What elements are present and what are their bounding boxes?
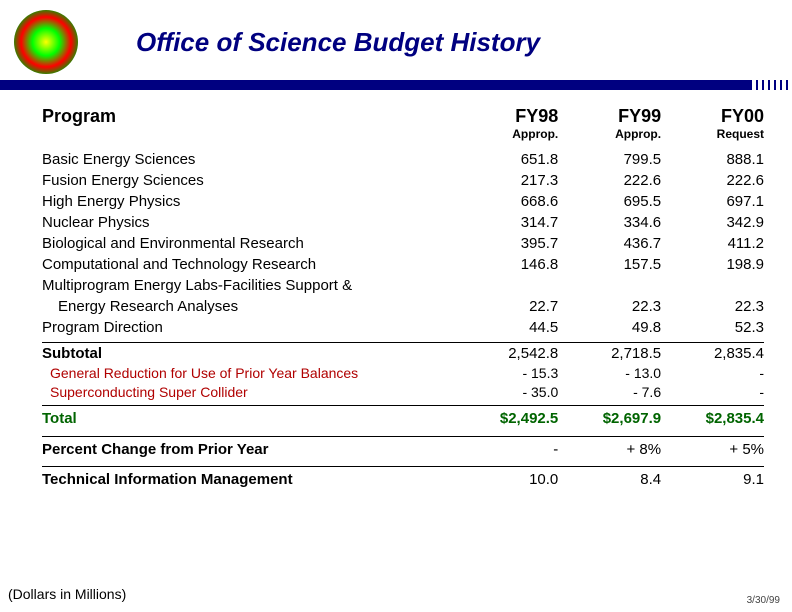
adjustment-label: General Reduction for Use of Prior Year … xyxy=(42,364,455,383)
cell-fy98: 22.7 xyxy=(455,296,558,317)
tim-fy98: 10.0 xyxy=(455,467,558,494)
cell-fy99: 695.5 xyxy=(558,191,661,212)
cell-fy00: 52.3 xyxy=(661,317,764,338)
total-fy98: $2,492.5 xyxy=(455,406,558,433)
technical-info-row: Technical Information Management 10.0 8.… xyxy=(42,467,764,494)
table-subheader-row: Approp. Approp. Request xyxy=(42,127,764,143)
col-header-program: Program xyxy=(42,106,455,127)
col-header-fy00: FY00 xyxy=(661,106,764,127)
program-label: High Energy Physics xyxy=(42,191,455,212)
header: Office of Science Budget History xyxy=(0,0,792,74)
cell-fy00: 22.3 xyxy=(661,296,764,317)
percent-fy98: - xyxy=(455,436,558,463)
cell-fy98: 668.6 xyxy=(455,191,558,212)
program-label: Computational and Technology Research xyxy=(42,254,455,275)
cell-fy98: 651.8 xyxy=(455,149,558,170)
cell-fy98 xyxy=(455,275,558,296)
cell-fy00: 222.6 xyxy=(661,170,764,191)
cell-fy99: - 7.6 xyxy=(558,383,661,402)
program-label: Multiprogram Energy Labs-Facilities Supp… xyxy=(42,275,455,296)
program-label: Energy Research Analyses xyxy=(42,296,455,317)
cell-fy99: 22.3 xyxy=(558,296,661,317)
percent-fy99: + 8% xyxy=(558,436,661,463)
subtotal-fy98: 2,542.8 xyxy=(455,342,558,364)
total-fy99: $2,697.9 xyxy=(558,406,661,433)
table-row: Biological and Environmental Research395… xyxy=(42,233,764,254)
col-header-fy99: FY99 xyxy=(558,106,661,127)
cell-fy98: 44.5 xyxy=(455,317,558,338)
cell-fy98: 314.7 xyxy=(455,212,558,233)
cell-fy98: 395.7 xyxy=(455,233,558,254)
table-row: Nuclear Physics314.7334.6342.9 xyxy=(42,212,764,233)
divider-bar xyxy=(0,80,792,90)
table-row: Multiprogram Energy Labs-Facilities Supp… xyxy=(42,275,764,296)
budget-table: Program FY98 FY99 FY00 Approp. Approp. R… xyxy=(42,106,764,493)
tim-fy99: 8.4 xyxy=(558,467,661,494)
budget-table-container: Program FY98 FY99 FY00 Approp. Approp. R… xyxy=(0,90,792,493)
divider-bar-solid xyxy=(0,80,750,90)
footer-units: (Dollars in Millions) xyxy=(8,586,126,602)
subtotal-fy00: 2,835.4 xyxy=(661,342,764,364)
cell-fy00: 198.9 xyxy=(661,254,764,275)
tim-fy00: 9.1 xyxy=(661,467,764,494)
cell-fy98: - 15.3 xyxy=(455,364,558,383)
cell-fy99 xyxy=(558,275,661,296)
cell-fy00 xyxy=(661,275,764,296)
percent-change-row: Percent Change from Prior Year - + 8% + … xyxy=(42,436,764,463)
col-header-fy98: FY98 xyxy=(455,106,558,127)
total-label: Total xyxy=(42,406,455,433)
page-title: Office of Science Budget History xyxy=(136,27,540,58)
program-label: Nuclear Physics xyxy=(42,212,455,233)
cell-fy99: 157.5 xyxy=(558,254,661,275)
table-row: Fusion Energy Sciences217.3222.6222.6 xyxy=(42,170,764,191)
table-row: Energy Research Analyses22.722.322.3 xyxy=(42,296,764,317)
cell-fy00: 697.1 xyxy=(661,191,764,212)
cell-fy00: - xyxy=(661,364,764,383)
divider-bar-ticks xyxy=(750,80,792,90)
cell-fy99: 222.6 xyxy=(558,170,661,191)
total-row: Total $2,492.5 $2,697.9 $2,835.4 xyxy=(42,406,764,433)
subtotal-fy99: 2,718.5 xyxy=(558,342,661,364)
table-row: High Energy Physics668.6695.5697.1 xyxy=(42,191,764,212)
adjustment-label: Superconducting Super Collider xyxy=(42,383,455,402)
cell-fy99: 334.6 xyxy=(558,212,661,233)
percent-label: Percent Change from Prior Year xyxy=(42,436,455,463)
cell-fy99: 799.5 xyxy=(558,149,661,170)
cell-fy99: 436.7 xyxy=(558,233,661,254)
table-row: Computational and Technology Research146… xyxy=(42,254,764,275)
footer-date: 3/30/99 xyxy=(747,595,780,606)
table-row: Basic Energy Sciences651.8799.5888.1 xyxy=(42,149,764,170)
col-sub-fy00: Request xyxy=(661,127,764,143)
cell-fy00: 411.2 xyxy=(661,233,764,254)
program-label: Basic Energy Sciences xyxy=(42,149,455,170)
cell-fy99: 49.8 xyxy=(558,317,661,338)
percent-fy00: + 5% xyxy=(661,436,764,463)
cell-fy00: 342.9 xyxy=(661,212,764,233)
cell-fy98: - 35.0 xyxy=(455,383,558,402)
cell-fy98: 146.8 xyxy=(455,254,558,275)
total-fy00: $2,835.4 xyxy=(661,406,764,433)
adjustment-row: General Reduction for Use of Prior Year … xyxy=(42,364,764,383)
subtotal-label: Subtotal xyxy=(42,342,455,364)
table-row: Program Direction44.549.852.3 xyxy=(42,317,764,338)
cell-fy00: 888.1 xyxy=(661,149,764,170)
program-label: Biological and Environmental Research xyxy=(42,233,455,254)
cell-fy00: - xyxy=(661,383,764,402)
col-sub-fy99: Approp. xyxy=(558,127,661,143)
cell-fy98: 217.3 xyxy=(455,170,558,191)
table-header-row: Program FY98 FY99 FY00 xyxy=(42,106,764,127)
adjustment-row: Superconducting Super Collider- 35.0- 7.… xyxy=(42,383,764,402)
logo-icon xyxy=(14,10,78,74)
col-sub-fy98: Approp. xyxy=(455,127,558,143)
program-label: Program Direction xyxy=(42,317,455,338)
tim-label: Technical Information Management xyxy=(42,467,455,494)
program-label: Fusion Energy Sciences xyxy=(42,170,455,191)
cell-fy99: - 13.0 xyxy=(558,364,661,383)
subtotal-row: Subtotal 2,542.8 2,718.5 2,835.4 xyxy=(42,342,764,364)
